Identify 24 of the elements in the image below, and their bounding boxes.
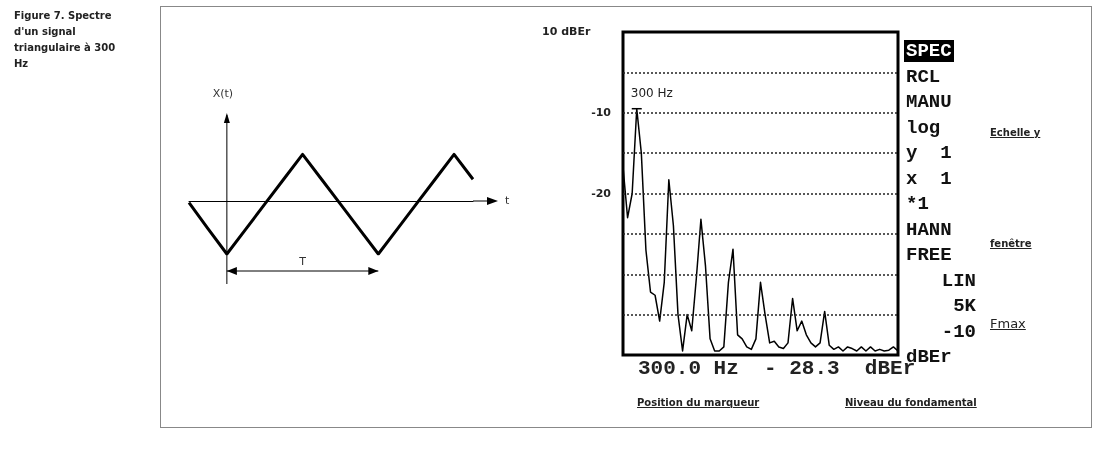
text: RCL	[906, 65, 941, 88]
text: x 1	[906, 167, 952, 190]
text: HANN	[906, 218, 952, 241]
text: MANU	[906, 91, 952, 113]
y-tick-label: -20	[591, 187, 612, 200]
text: Niveau du fondamental	[845, 397, 977, 408]
text: SPEC	[904, 40, 954, 62]
text: fenêtre	[990, 238, 1032, 249]
text: t	[505, 194, 510, 207]
text: X(t)	[212, 87, 234, 100]
caption: Figure 7. Spectre d'un signal triangulaire à 300 Hz	[14, 9, 117, 71]
text: -10	[940, 320, 976, 343]
text: 5K	[952, 295, 976, 317]
text: y 1	[906, 142, 952, 164]
annotation: 300 Hz	[630, 85, 673, 100]
text: Position du marqueur	[637, 397, 760, 408]
text: *1	[906, 193, 929, 215]
text: FREE	[906, 244, 952, 266]
text: 10 dBEr	[542, 25, 591, 38]
text: Echelle y	[990, 127, 1041, 138]
text: T	[298, 255, 307, 268]
text: Fmax	[990, 316, 1026, 331]
text: LIN	[940, 269, 976, 292]
text: log	[906, 116, 941, 139]
